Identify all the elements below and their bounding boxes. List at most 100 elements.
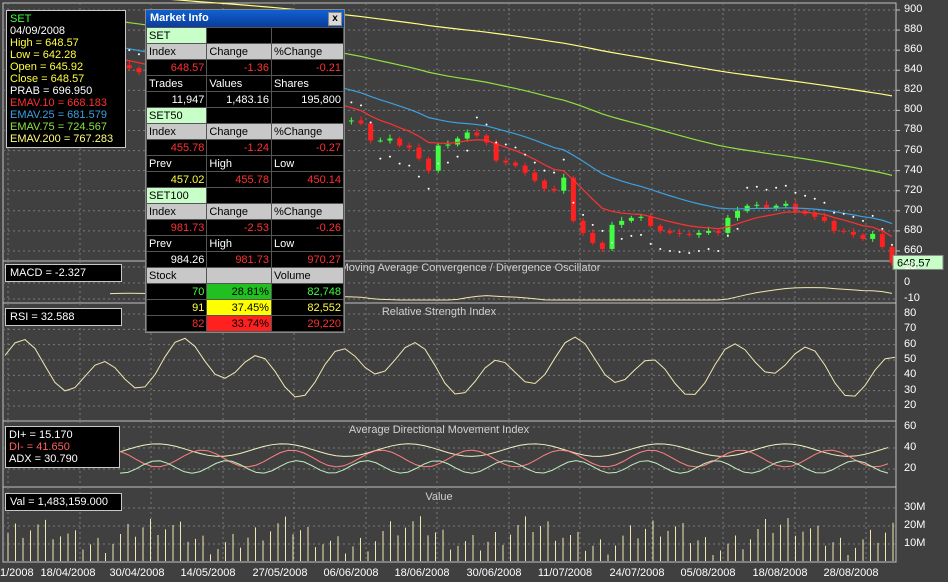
- market-info-titlebar[interactable]: Market Info x: [146, 10, 344, 27]
- set100-high: 981.73: [206, 251, 272, 268]
- sar-dot: [620, 237, 623, 240]
- stock-unchanged-count: 91: [145, 299, 208, 316]
- close-button[interactable]: x: [328, 12, 342, 26]
- candle: [821, 216, 827, 221]
- col-header: Change: [206, 203, 272, 220]
- col-header: Change: [206, 123, 272, 140]
- set100-header: SET100: [145, 187, 208, 204]
- price-tick: 780: [904, 123, 923, 136]
- sar-dot: [784, 184, 787, 187]
- sar-dot: [881, 227, 884, 230]
- col-header: Prev: [145, 155, 208, 172]
- sar-dot: [871, 214, 874, 217]
- value-tick: 20M: [904, 519, 926, 531]
- date-tick: 24/07/2008: [609, 567, 665, 579]
- rsi-tick: 20: [904, 399, 917, 411]
- col-header: Prev: [145, 235, 208, 252]
- date-label: 04/09/2008: [10, 25, 66, 37]
- price-info-box: SET 04/09/2008 High = 648.57 Low = 642.2…: [6, 10, 126, 148]
- sar-dot: [388, 155, 391, 158]
- panel-frame: [2, 302, 897, 422]
- sar-dot: [775, 186, 778, 189]
- stock-unchanged-volume: 82,552: [270, 299, 345, 316]
- candle: [609, 224, 615, 249]
- symbol-label: SET: [10, 13, 32, 25]
- sar-dot: [678, 250, 681, 253]
- set-pct-change: -0.21: [270, 59, 345, 76]
- sar-dot: [398, 162, 401, 165]
- sar-dot: [736, 227, 739, 230]
- set-index: 648.57: [145, 59, 208, 76]
- ema200-line: [170, 0, 893, 97]
- col-header: %Change: [270, 203, 345, 220]
- sar-dot: [862, 219, 865, 222]
- stock-down-pct: 33.74%: [206, 315, 272, 332]
- emav75-label: EMAV.75 = 724.567: [10, 121, 107, 133]
- date-tick: 30/06/2008: [466, 567, 522, 579]
- col-header: %Change: [270, 43, 345, 60]
- sar-dot: [350, 101, 353, 104]
- rsi-tick: 60: [904, 337, 917, 350]
- sar-dot: [475, 116, 478, 119]
- sar-dot: [649, 242, 652, 245]
- candle: [783, 203, 789, 206]
- price-tick: 800: [904, 103, 923, 116]
- candle: [377, 140, 383, 142]
- low-label: Low = 642.28: [10, 49, 77, 61]
- candle: [397, 138, 403, 146]
- date-tick: 1/2008: [0, 567, 34, 579]
- sar-dot: [572, 201, 575, 204]
- sar-dot: [611, 241, 614, 244]
- candle: [648, 216, 654, 226]
- col-header: [206, 267, 272, 284]
- sar-dot: [697, 249, 700, 252]
- sar-dot: [543, 169, 546, 172]
- value-title: Value: [425, 491, 453, 503]
- set100-low: 970.27: [270, 251, 345, 268]
- candle: [136, 68, 142, 73]
- candle: [416, 147, 422, 159]
- candle: [522, 165, 528, 173]
- candle: [348, 120, 354, 122]
- set100-index: 981.73: [145, 219, 208, 236]
- rsi-tick: 50: [904, 353, 917, 365]
- sar-dot: [842, 212, 845, 215]
- rsi-line: [4, 336, 896, 398]
- stock-up-count: 70: [145, 283, 208, 300]
- col-header: Shares: [270, 75, 345, 92]
- sar-dot: [128, 49, 131, 52]
- macd-title: Moving Average Convergence / Divergence …: [339, 262, 601, 274]
- price-tick: 880: [904, 23, 923, 36]
- sar-dot: [746, 186, 749, 189]
- candle: [464, 132, 470, 139]
- price-tick: 860: [904, 43, 923, 56]
- set-values: 1,483.16: [206, 91, 272, 108]
- candle: [725, 217, 731, 233]
- sar-dot: [833, 211, 836, 214]
- sar-dot: [504, 143, 507, 146]
- rsi-tick: 40: [904, 368, 917, 381]
- set-shares: 195,800: [270, 91, 345, 108]
- panel-frame: [2, 2, 897, 262]
- sar-dot: [582, 213, 585, 216]
- set-trades: 11,947: [145, 91, 208, 108]
- macd-tick: 10: [904, 260, 917, 272]
- value-tick: 10M: [904, 537, 926, 549]
- market-info-window[interactable]: Market Info x SET Index Change %Change 648…: [145, 9, 345, 333]
- candle: [532, 172, 538, 181]
- sar-dot: [726, 234, 729, 237]
- col-header: Change: [206, 43, 272, 60]
- set100-prev: 984.26: [145, 251, 208, 268]
- candle: [706, 230, 712, 233]
- candle: [879, 233, 885, 247]
- rsi-tick: 30: [904, 383, 917, 396]
- last-price-text: 648.57: [897, 257, 931, 269]
- sar-dot: [456, 155, 459, 158]
- date-tick: 30/04/2008: [109, 567, 165, 579]
- date-tick: 05/08/2008: [680, 567, 736, 579]
- price-tick: 680: [904, 223, 923, 236]
- sar-dot: [369, 121, 372, 124]
- value-label: Val = 1,483,159.000: [5, 493, 122, 511]
- macd-label: MACD = -2.327: [5, 264, 122, 282]
